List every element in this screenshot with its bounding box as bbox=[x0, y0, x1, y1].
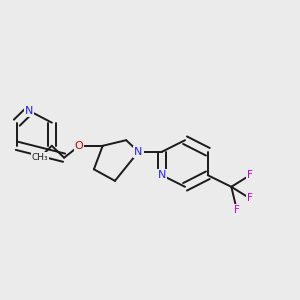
Text: O: O bbox=[75, 141, 84, 151]
Text: N: N bbox=[134, 147, 142, 157]
Text: CH₃: CH₃ bbox=[31, 153, 48, 162]
Text: N: N bbox=[158, 170, 166, 180]
Text: F: F bbox=[234, 205, 240, 215]
Text: F: F bbox=[247, 170, 253, 180]
Text: F: F bbox=[247, 194, 253, 203]
Text: N: N bbox=[25, 106, 33, 116]
